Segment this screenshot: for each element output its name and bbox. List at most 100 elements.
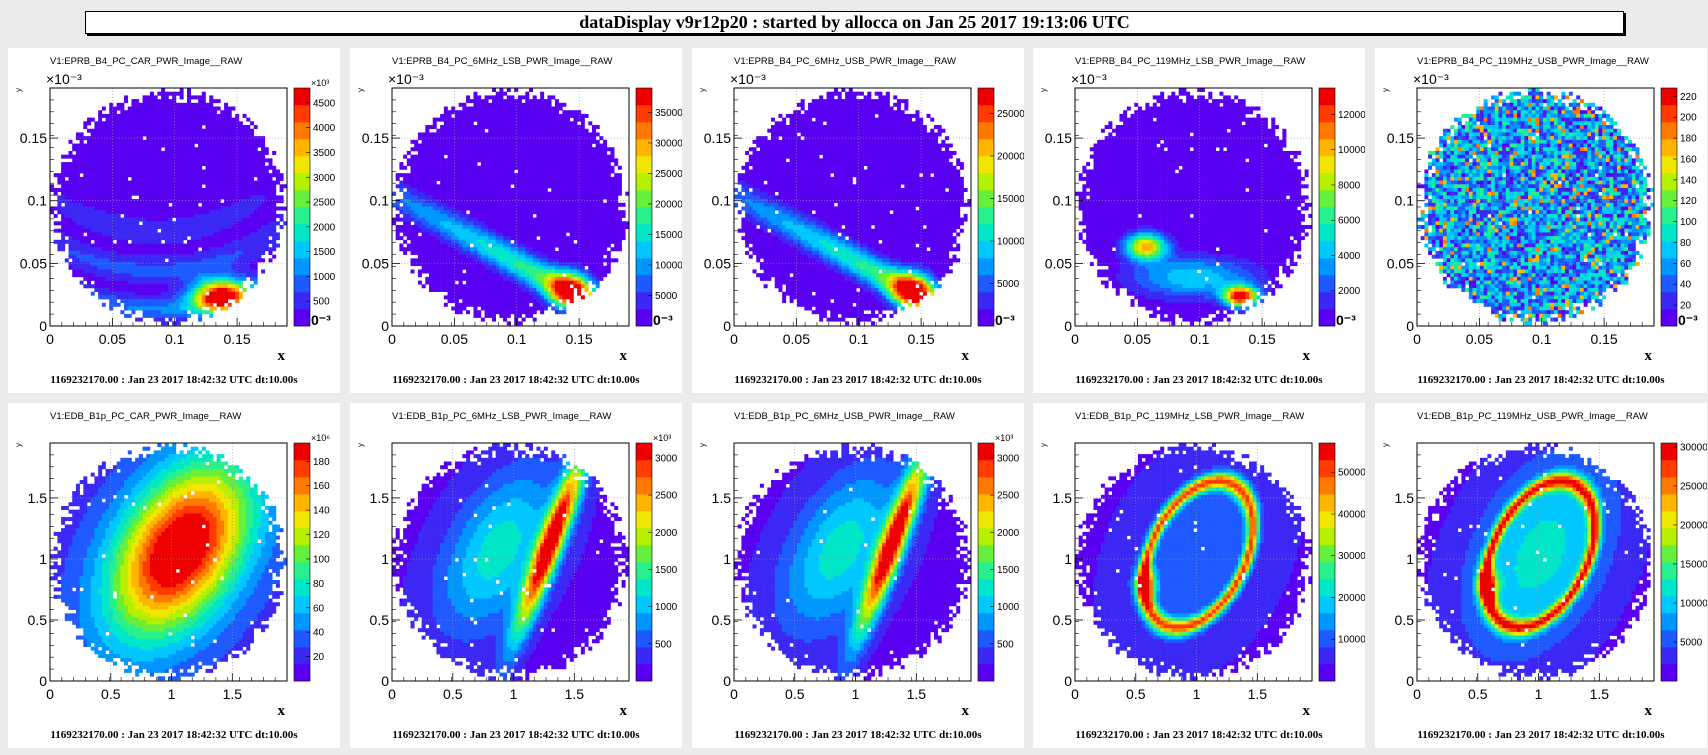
heatmap-cell xyxy=(569,187,574,192)
heatmap-cell xyxy=(558,206,563,211)
heatmap-cell xyxy=(157,225,162,230)
heatmap-cell xyxy=(569,213,574,218)
heatmap-cell xyxy=(175,250,180,255)
heatmap-cell xyxy=(484,184,489,189)
heatmap-cell xyxy=(246,139,251,144)
heatmap-cell xyxy=(610,225,615,230)
heatmap-cell xyxy=(532,210,537,215)
heatmap-cell xyxy=(577,147,582,152)
heatmap-cell xyxy=(614,225,619,230)
heatmap-cell xyxy=(112,262,117,267)
heatmap-cell xyxy=(510,169,515,174)
heatmap-cell xyxy=(198,147,203,152)
heatmap-cell xyxy=(212,276,217,281)
heatmap-cell xyxy=(451,125,456,130)
heatmap-cell xyxy=(532,136,537,141)
heatmap-cell xyxy=(584,202,589,207)
heatmap-cell xyxy=(183,217,188,222)
heatmap-cell xyxy=(149,295,154,300)
heatmap-cell xyxy=(190,206,195,211)
heatmap-cell xyxy=(175,187,180,192)
heatmap-cell xyxy=(116,225,121,230)
heatmap-cell xyxy=(135,187,140,192)
heatmap-cell xyxy=(477,176,482,181)
heatmap-cell xyxy=(414,187,419,192)
heatmap-cell xyxy=(606,210,611,215)
heatmap-cell xyxy=(421,136,426,141)
colorbar-segment xyxy=(294,88,310,106)
heatmap-cell xyxy=(98,147,103,152)
heatmap-cell xyxy=(425,225,430,230)
heatmap-cell xyxy=(116,269,121,274)
heatmap-cell xyxy=(179,295,184,300)
heatmap-cell xyxy=(272,169,277,174)
heatmap-cell xyxy=(551,128,556,133)
heatmap-cell xyxy=(149,206,154,211)
heatmap-cell xyxy=(146,269,151,274)
heatmap-cell xyxy=(406,236,411,241)
heatmap-cell xyxy=(209,239,214,244)
heatmap-cell xyxy=(109,110,114,115)
heatmap-cell xyxy=(138,191,143,196)
heatmap-cell xyxy=(249,132,254,137)
heatmap-cell xyxy=(138,276,143,281)
heatmap-cell xyxy=(138,102,143,107)
heatmap-cell xyxy=(157,106,162,111)
heatmap-cell xyxy=(127,136,132,141)
heatmap-cell xyxy=(209,258,214,263)
heatmap-cell xyxy=(514,117,519,122)
heatmap-cell xyxy=(179,106,184,111)
heatmap-cell xyxy=(161,317,166,322)
heatmap-cell xyxy=(432,150,437,155)
heatmap-cell xyxy=(212,147,217,152)
heatmap-cell xyxy=(172,176,177,181)
heatmap-cell xyxy=(480,217,485,222)
heatmap-cell xyxy=(120,202,125,207)
heatmap-cell xyxy=(551,158,556,163)
heatmap-cell xyxy=(451,147,456,152)
heatmap-cell xyxy=(410,139,415,144)
heatmap-cell xyxy=(432,187,437,192)
heatmap-cell xyxy=(484,191,489,196)
heatmap-cell xyxy=(603,139,608,144)
heatmap-cell xyxy=(209,121,214,126)
heatmap-cell xyxy=(205,236,210,241)
heatmap-cell xyxy=(172,239,177,244)
heatmap-cell xyxy=(451,165,456,170)
heatmap-cell xyxy=(268,158,273,163)
heatmap-cell xyxy=(201,239,206,244)
heatmap-cell xyxy=(477,169,482,174)
heatmap-cell xyxy=(410,165,415,170)
heatmap-cell xyxy=(580,180,585,185)
heatmap-cell xyxy=(577,184,582,189)
heatmap-cell xyxy=(595,217,600,222)
heatmap-cell xyxy=(603,195,608,200)
heatmap-cell xyxy=(98,250,103,255)
heatmap-cell xyxy=(406,195,411,200)
heatmap-cell xyxy=(224,147,229,152)
heatmap-cell xyxy=(517,143,522,148)
heatmap-cell xyxy=(506,136,511,141)
heatmap-cell xyxy=(257,225,262,230)
heatmap-cell xyxy=(238,265,243,270)
heatmap-cell xyxy=(491,162,496,167)
heatmap-cell xyxy=(224,295,229,300)
heatmap-cell xyxy=(525,150,530,155)
heatmap-cell xyxy=(83,154,88,159)
heatmap-cell xyxy=(261,221,266,226)
heatmap-cell xyxy=(190,236,195,241)
heatmap-cell xyxy=(425,217,430,222)
heatmap-cell xyxy=(521,232,526,237)
heatmap-cell xyxy=(551,202,556,207)
heatmap-panel[interactable]: V1:EPRB_B4_PC_CAR_PWR_Image__RAW 0 0.05 0.1… xyxy=(8,48,340,393)
heatmap-cell xyxy=(499,154,504,159)
heatmap-cell xyxy=(142,254,147,259)
heatmap-cell xyxy=(610,176,615,181)
heatmap-cell xyxy=(61,236,66,241)
heatmap-cell xyxy=(220,287,225,292)
heatmap-cell xyxy=(64,162,69,167)
heatmap-cell xyxy=(75,265,80,270)
heatmap-panel[interactable]: V1:EPRB_B4_PC_6MHz_LSB_PWR_Image__RAW 0 0.… xyxy=(350,48,682,393)
heatmap-cell xyxy=(216,162,221,167)
heatmap-cell xyxy=(161,269,166,274)
